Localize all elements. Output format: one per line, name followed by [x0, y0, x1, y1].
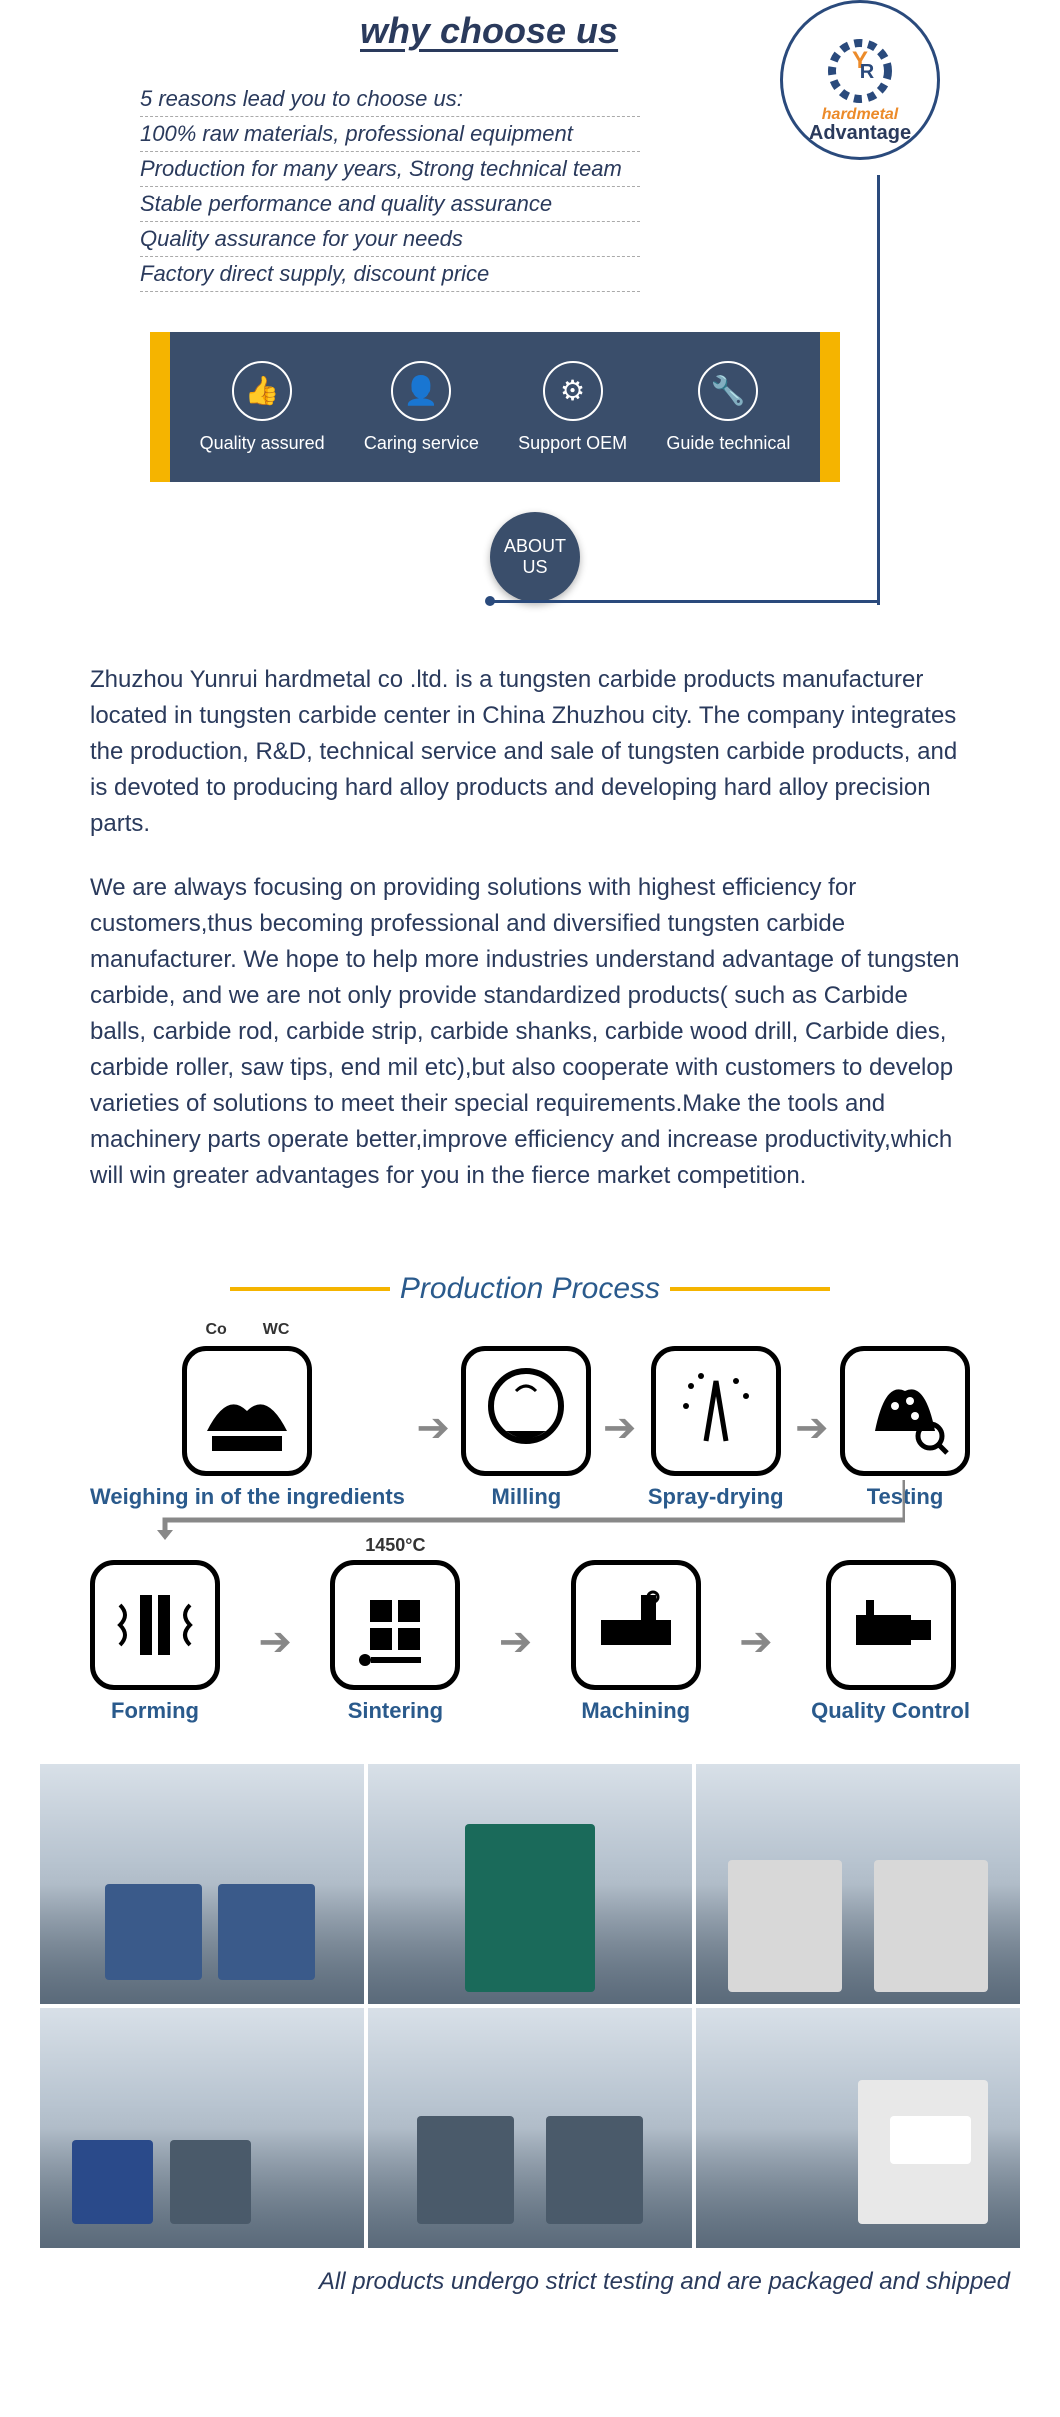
reason-item: Production for many years, Strong techni…	[140, 152, 640, 187]
svg-text:R: R	[860, 61, 875, 83]
process-diagram: Co WC Weighing in of the ingredients ➔ M…	[0, 1326, 1060, 1764]
about-line2: US	[522, 557, 547, 578]
factory-photo	[40, 2008, 364, 2248]
about-para1: Zhuzhou Yunrui hardmetal co .ltd. is a t…	[90, 662, 970, 842]
reasons-intro: 5 reasons lead you to choose us:	[140, 82, 640, 117]
person-icon: 👤	[391, 361, 451, 421]
process-step-machining: Machining	[571, 1560, 701, 1724]
title-accent-right	[670, 1287, 830, 1291]
ingredient-co: Co	[205, 1321, 226, 1339]
process-label: Sintering	[348, 1698, 443, 1724]
factory-photo	[368, 2008, 692, 2248]
feature-label: Caring service	[364, 433, 479, 454]
factory-photo	[368, 1764, 692, 2004]
tools-icon: 🔧	[698, 361, 758, 421]
process-step-forming: Forming	[90, 1560, 220, 1724]
feature-label: Guide technical	[666, 433, 790, 454]
process-title-wrap: Production Process	[0, 1272, 1060, 1306]
sintering-icon	[345, 1575, 445, 1675]
advantage-badge: Y R hardmetal Advantage	[780, 0, 960, 180]
title-accent-left	[230, 1287, 390, 1291]
reason-item: 100% raw materials, professional equipme…	[140, 117, 640, 152]
feature-bar: 👍 Quality assured 👤 Caring service ⚙ Sup…	[150, 332, 840, 482]
reason-item: Stable performance and quality assurance	[140, 187, 640, 222]
feature-label: Support OEM	[518, 433, 627, 454]
weighing-icon	[197, 1361, 297, 1461]
accent-bar-left	[150, 332, 170, 482]
feature-label: Quality assured	[200, 433, 325, 454]
machining-icon	[586, 1575, 686, 1675]
about-para2: We are always focusing on providing solu…	[90, 870, 970, 1194]
arrow-icon: ➔	[258, 1619, 292, 1665]
factory-photo	[696, 2008, 1020, 2248]
process-label: Machining	[581, 1698, 690, 1724]
testing-icon	[855, 1361, 955, 1461]
arrow-icon: ➔	[603, 1405, 637, 1451]
connector-line-v	[877, 175, 880, 605]
connector-dot	[485, 596, 495, 606]
process-step-qc: Quality Control	[811, 1560, 970, 1724]
qc-icon	[841, 1575, 941, 1675]
spray-icon	[666, 1361, 766, 1461]
process-label: Forming	[111, 1698, 199, 1724]
gear-icon: ⚙	[543, 361, 603, 421]
about-us-badge: ABOUT US	[490, 512, 580, 602]
feature-technical: 🔧 Guide technical	[666, 361, 790, 454]
arrow-icon: ➔	[795, 1405, 829, 1451]
arrow-icon: ➔	[499, 1619, 533, 1665]
about-line1: ABOUT	[504, 536, 566, 557]
feature-quality: 👍 Quality assured	[200, 361, 325, 454]
factory-photo-grid	[0, 1764, 1060, 2248]
reason-item: Quality assurance for your needs	[140, 222, 640, 257]
factory-photo	[40, 1764, 364, 2004]
connector-line-h	[490, 600, 880, 603]
milling-icon	[476, 1361, 576, 1461]
feature-service: 👤 Caring service	[364, 361, 479, 454]
footer-text: All products undergo strict testing and …	[0, 2248, 1060, 2316]
factory-photo	[696, 1764, 1020, 2004]
feature-oem: ⚙ Support OEM	[518, 361, 627, 454]
reasons-list: 5 reasons lead you to choose us: 100% ra…	[140, 82, 640, 292]
process-step-sintering: 1450°C Sintering	[330, 1560, 460, 1724]
reason-item: Factory direct supply, discount price	[140, 257, 640, 292]
forming-icon	[105, 1575, 205, 1675]
temperature-label: 1450°C	[365, 1535, 425, 1556]
arrow-icon: ➔	[416, 1405, 450, 1451]
accent-bar-right	[820, 332, 840, 482]
thumbs-up-icon: 👍	[232, 361, 292, 421]
ingredient-wc: WC	[263, 1321, 290, 1339]
arrow-icon: ➔	[739, 1619, 773, 1665]
gear-logo-icon: Y R	[825, 36, 895, 106]
process-label: Quality Control	[811, 1698, 970, 1724]
return-arrow	[155, 1480, 905, 1540]
badge-advantage-text: Advantage	[809, 122, 911, 145]
process-title: Production Process	[390, 1272, 670, 1306]
about-text-section: Zhuzhou Yunrui hardmetal co .ltd. is a t…	[0, 632, 1060, 1252]
